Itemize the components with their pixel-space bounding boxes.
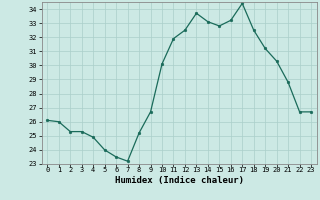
X-axis label: Humidex (Indice chaleur): Humidex (Indice chaleur) bbox=[115, 176, 244, 185]
